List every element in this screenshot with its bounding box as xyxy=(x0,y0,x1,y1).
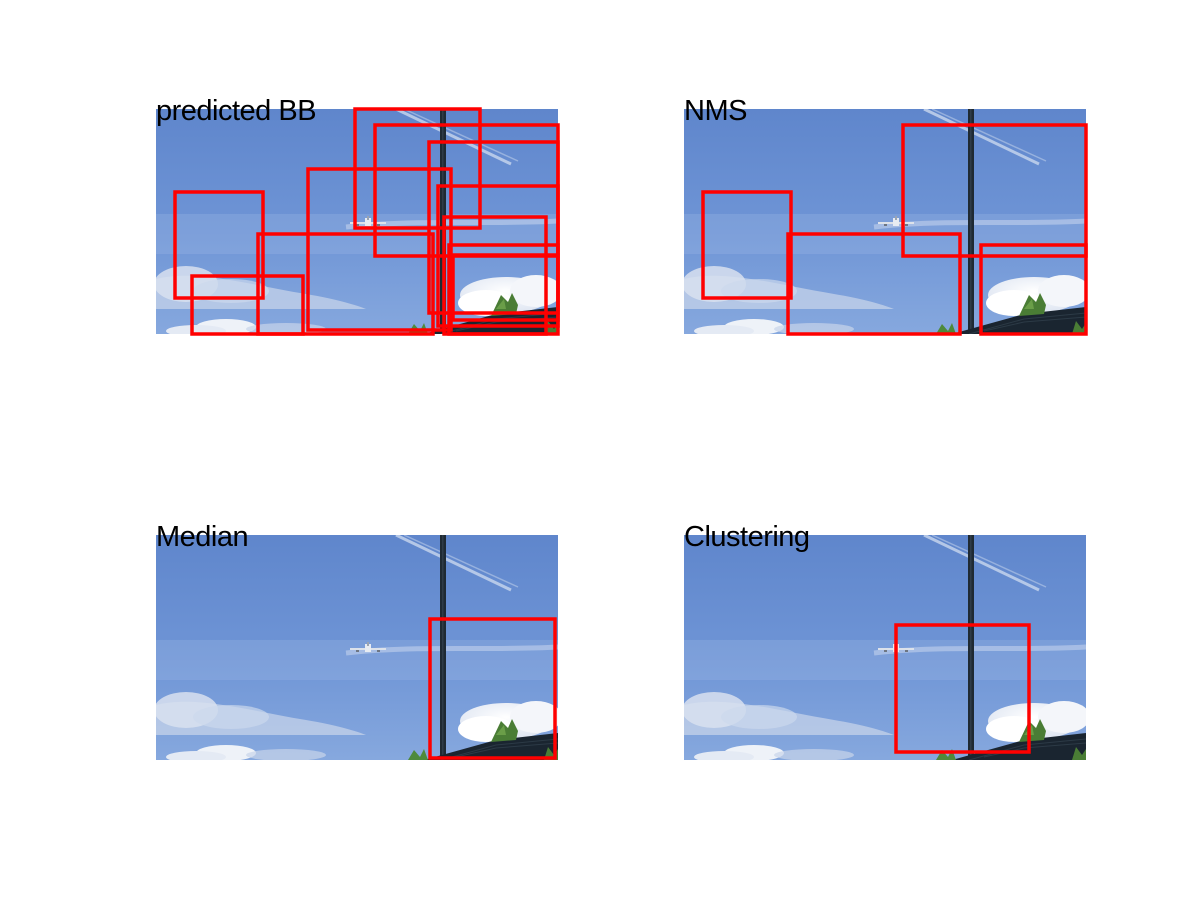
bounding-box xyxy=(979,243,1088,336)
panel-nms: NMS xyxy=(684,97,1088,336)
panel-title: predicted BB xyxy=(156,95,317,127)
bounding-box-overlay xyxy=(173,107,560,336)
bounding-box-overlay xyxy=(701,123,1088,336)
bounding-box xyxy=(256,232,435,336)
bounding-box xyxy=(428,617,557,760)
bounding-box xyxy=(894,623,1031,754)
bounding-box xyxy=(901,123,1088,258)
bounding-box xyxy=(451,253,560,322)
panel-clustering: Clustering xyxy=(684,523,1086,760)
bounding-box xyxy=(786,232,962,336)
bounding-box xyxy=(190,274,305,336)
scene-photo xyxy=(684,109,1086,334)
scene-photo xyxy=(684,535,1086,760)
bounding-box xyxy=(373,123,560,258)
panel-title: Median xyxy=(156,521,249,553)
bounding-box xyxy=(173,190,265,300)
panel-title: NMS xyxy=(684,95,747,127)
panel-title: Clustering xyxy=(684,521,810,553)
bounding-box-overlay xyxy=(894,623,1031,754)
bounding-box xyxy=(353,107,482,230)
panel-predicted-bb: predicted BB xyxy=(156,97,560,336)
scene-photo xyxy=(156,535,558,760)
bounding-box xyxy=(701,190,793,300)
bounding-box xyxy=(306,167,453,332)
bounding-box-overlay xyxy=(428,617,557,760)
bounding-box xyxy=(442,215,548,336)
panel-median: Median xyxy=(156,523,558,760)
